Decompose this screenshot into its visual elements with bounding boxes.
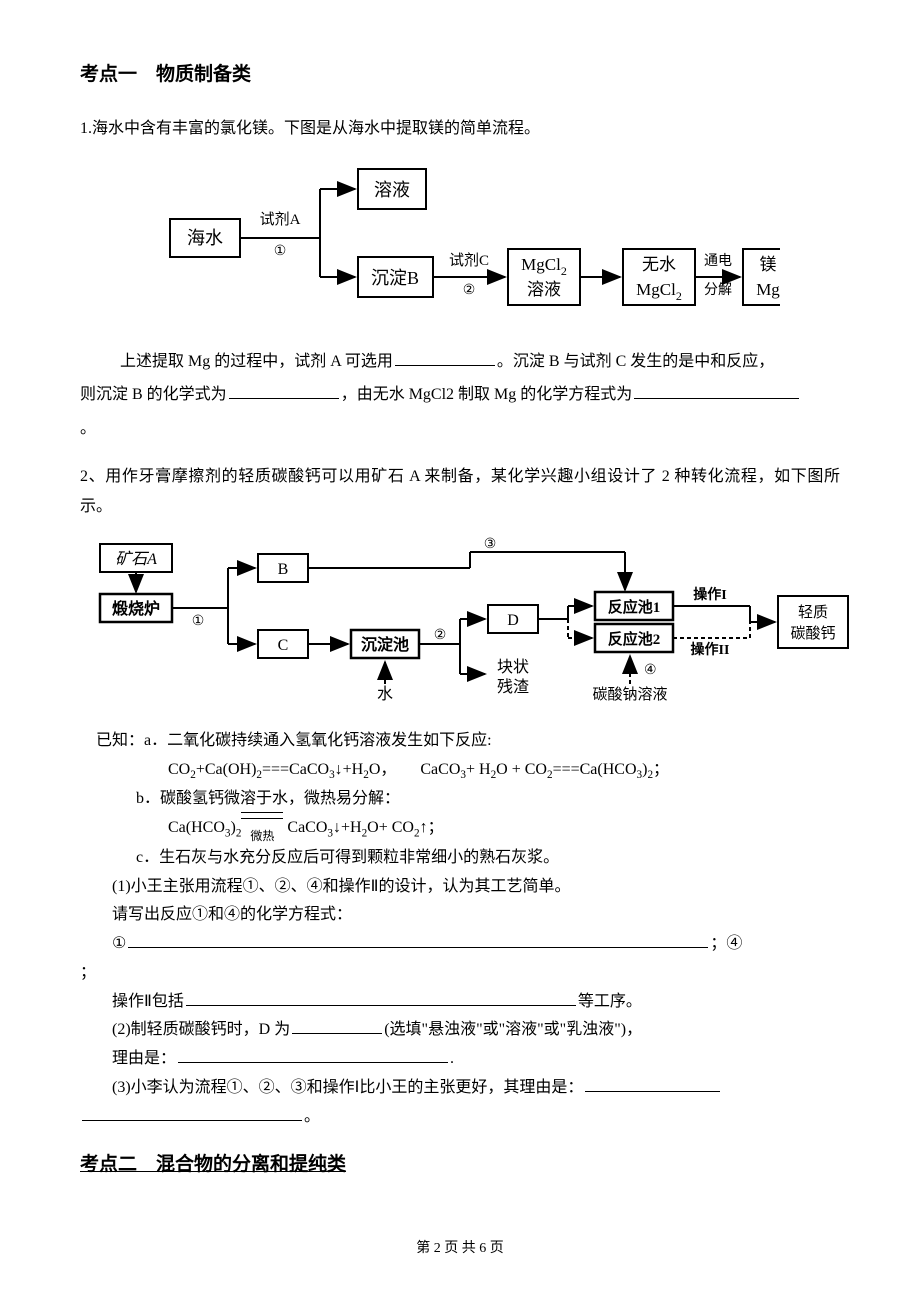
- q2-blank-reason: [178, 1046, 448, 1063]
- q2-c: c．生石灰与水充分反应后可得到颗粒非常细小的熟石灰浆。: [136, 849, 559, 866]
- q2-sub3b: 。: [304, 1108, 320, 1125]
- q1-text-2: 。沉淀 B 与试剂 C 发生的是中和反应，: [497, 353, 774, 370]
- q1-blank-eq: [634, 382, 799, 399]
- q1-label-step1: ①: [274, 244, 287, 259]
- q2-blank-op: [186, 989, 576, 1006]
- q2-blank-reason3: [82, 1104, 302, 1121]
- q2-sub2d: .: [450, 1050, 454, 1067]
- q2-known-a: 已知：a．二氧化碳持续通入氢氧化钙溶液发生如下反应:: [96, 732, 492, 749]
- q2-blank-eq1: [128, 931, 708, 948]
- q2-node-pool1: 反应池1: [608, 598, 661, 616]
- q1-text-4: ，由无水 MgCl2 制取 Mg 的化学方程式为: [341, 386, 633, 403]
- q2-node-water: 水: [377, 685, 393, 703]
- q2-node-C: C: [278, 637, 289, 654]
- q1-intro: 1.海水中含有丰富的氯化镁。下图是从海水中提取镁的简单流程。: [80, 114, 840, 144]
- q1-blank-reagentA: [395, 349, 495, 366]
- q1-text-1: 上述提取 Mg 的过程中，试剂 A 可选用: [120, 353, 393, 370]
- section2-title-text: 考点二 混合物的分离和提纯类: [80, 1154, 346, 1175]
- eq1j: ；: [653, 761, 669, 778]
- q2-sub2a: (2)制轻质碳酸钙时，D 为: [112, 1021, 290, 1038]
- section2-title: 考点二 混合物的分离和提纯类: [80, 1150, 840, 1180]
- q2-sub2b: (选填"悬浊液"或"溶液"或"乳浊液")，: [384, 1021, 642, 1038]
- q2-node-oreA: 矿石A: [115, 550, 157, 568]
- eq1h: ===Ca(HCO: [553, 761, 637, 778]
- q2-b: b．碳酸氢钙微溶于水，微热易分解：: [136, 790, 400, 807]
- q1-label-reagentC: 试剂C: [449, 252, 489, 269]
- q2-label-s1: ①: [192, 614, 205, 629]
- eq2a: Ca(HCO: [168, 819, 225, 836]
- q2-node-light2: 碳酸钙: [790, 625, 835, 642]
- q1-flow-diagram: 海水 试剂A ① 溶液 沉淀B 试剂C ② MgCl2 溶液 无水 MgCl2 …: [140, 157, 780, 327]
- q2-sub1-semi: ；④: [710, 935, 742, 952]
- eq1a: CO: [168, 761, 190, 778]
- q2-sub1-op: 操作Ⅱ包括: [112, 993, 184, 1010]
- q2-sub2c: 理由是：: [112, 1050, 176, 1067]
- q1-text-3: 则沉淀 B 的化学式为: [80, 386, 227, 403]
- q2-sub1-op-end: 等工序。: [578, 993, 642, 1010]
- q2-node-pool2: 反应池2: [608, 630, 661, 648]
- q1-node-anhy2: MgCl: [636, 280, 676, 299]
- eq1g: O + CO: [496, 761, 547, 778]
- q2-node-D: D: [507, 612, 519, 629]
- q2-sub1: (1)小王主张用流程①、②、④和操作Ⅱ的设计，认为其工艺简单。: [112, 878, 571, 895]
- eq2-cond: 微热: [250, 829, 274, 843]
- page: 考点一 物质制备类 1.海水中含有丰富的氯化镁。下图是从海水中提取镁的简单流程。…: [0, 0, 920, 1300]
- q1-label-elec2: 分解: [704, 282, 732, 298]
- q2-node-residue2: 残渣: [497, 678, 529, 696]
- q1-label-reagentA: 试剂A: [260, 211, 301, 228]
- eq2e: O+ CO: [367, 819, 414, 836]
- eq2c: CaCO: [283, 819, 327, 836]
- eq1d: ↓+H: [335, 761, 364, 778]
- q2-sub1-semi2: ；: [80, 964, 96, 981]
- q2-label-s2: ②: [434, 628, 447, 643]
- q2-blank-D: [292, 1017, 382, 1034]
- eq1f: + H: [466, 761, 491, 778]
- eq1c: ===CaCO: [262, 761, 329, 778]
- q2-intro: 2、用作牙膏摩擦剂的轻质碳酸钙可以用矿石 A 来制备，某化学兴趣小组设计了 2 …: [80, 462, 840, 523]
- q2-flow-diagram: 矿石A 煅烧炉 ① B C 沉淀池 水 ② D 块状: [90, 534, 850, 709]
- q2-sub1b: 请写出反应①和④的化学方程式：: [112, 906, 352, 923]
- q2-label-s4: ④: [644, 663, 657, 678]
- q1-text-end: 。: [80, 420, 96, 437]
- q1-node-mgcl2-1: MgCl: [521, 255, 561, 274]
- q2-node-light1: 轻质: [798, 604, 828, 621]
- q2-known: 已知：a．二氧化碳持续通入氢氧化钙溶液发生如下反应: CO2+Ca(OH)2==…: [80, 727, 840, 1131]
- q1-label-step2: ②: [463, 283, 476, 298]
- eq2d: ↓+H: [333, 819, 362, 836]
- q2-blank-reason2: [585, 1075, 720, 1092]
- eq1e: O， CaCO: [369, 761, 461, 778]
- q1-node-mg1: 镁: [760, 255, 777, 274]
- q2-node-residue1: 块状: [497, 658, 529, 676]
- q2-node-na2co3: 碳酸钠溶液: [592, 686, 667, 703]
- q2-sub1-1: ①: [112, 935, 126, 952]
- q1-node-mgcl2-2: 溶液: [527, 280, 561, 299]
- section1-title: 考点一 物质制备类: [80, 60, 840, 90]
- q2-node-pond: 沉淀池: [361, 635, 409, 654]
- q2-label-op2: 操作II: [691, 641, 730, 658]
- q2-label-s3: ③: [484, 537, 497, 552]
- page-footer: 第 2 页 共 6 页: [0, 1238, 920, 1260]
- q2-node-kiln: 煅烧炉: [112, 599, 160, 618]
- q1-blank-sedimentB: [229, 382, 339, 399]
- eq2f: ↑；: [420, 819, 444, 836]
- q2-label-op1: 操作I: [693, 586, 726, 603]
- q1-fill-text: 上述提取 Mg 的过程中，试剂 A 可选用 。沉淀 B 与试剂 C 发生的是中和反…: [80, 345, 840, 446]
- q1-label-elec1: 通电: [704, 253, 732, 269]
- q1-node-anhy1: 无水: [642, 255, 676, 274]
- q1-node-seawater: 海水: [187, 228, 223, 248]
- eq1b: +Ca(OH): [196, 761, 257, 778]
- q1-node-sedimentB: 沉淀B: [371, 268, 419, 288]
- q1-node-mg2: Mg: [756, 280, 780, 299]
- q1-node-solution: 溶液: [374, 180, 410, 200]
- q2-node-B: B: [278, 561, 289, 578]
- q2-sub3a: (3)小李认为流程①、②、③和操作Ⅰ比小王的主张更好，其理由是：: [112, 1079, 583, 1096]
